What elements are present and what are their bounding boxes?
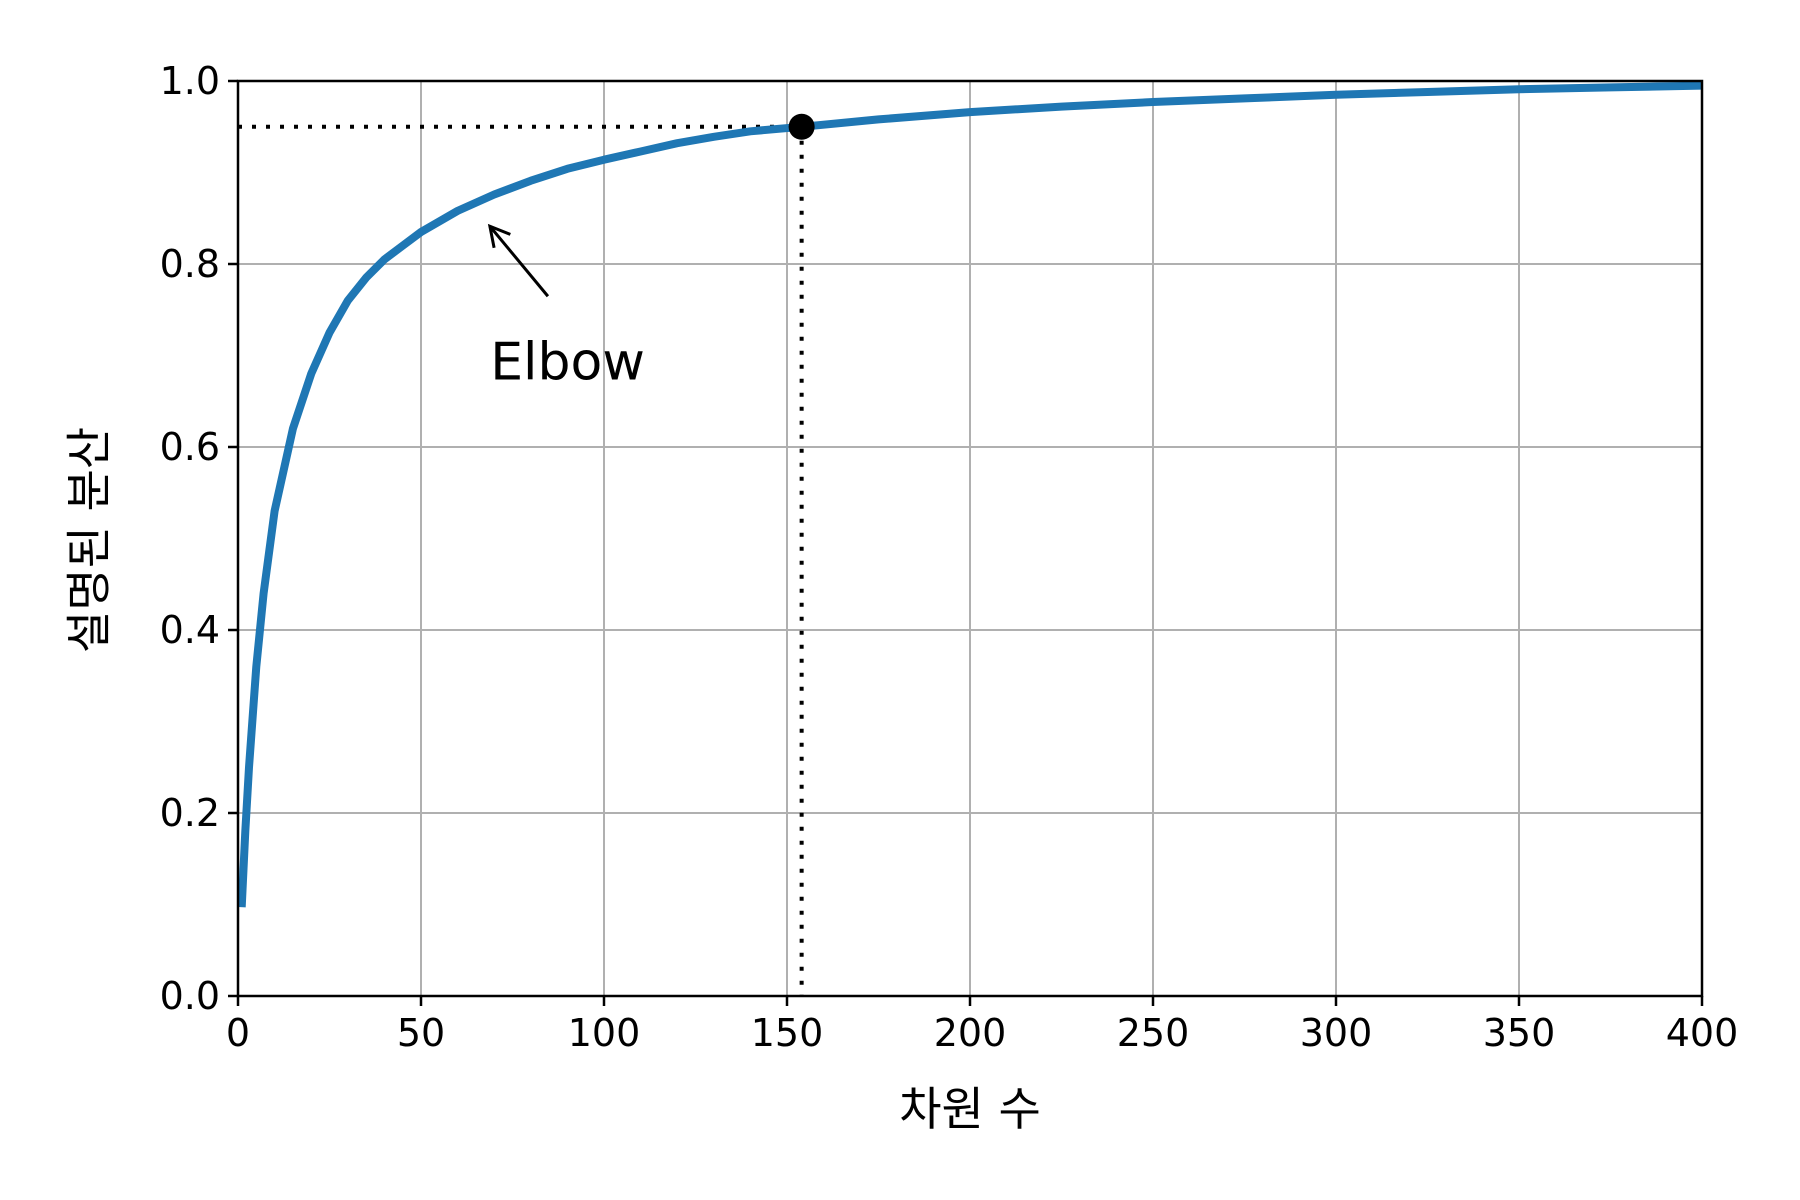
- series-line-0: [237, 81, 1703, 908]
- x-tick-label: 50: [397, 1011, 445, 1055]
- y-tick-label: 0.4: [160, 608, 220, 652]
- annotation: Elbow: [487, 223, 645, 393]
- y-tick-label: 0.2: [160, 791, 220, 835]
- x-tick-label: 0: [226, 1011, 250, 1055]
- series-layer: [237, 81, 1703, 908]
- y-tick-label: 1.0: [160, 59, 220, 103]
- tick-labels: 0 50 100 150 200 250 300 350 400 0.0 0.2 0.4 0.6 0.8 1…: [160, 59, 1739, 1055]
- x-tick-label: 300: [1300, 1011, 1373, 1055]
- x-axis-label: 차원 수: [899, 1082, 1041, 1136]
- x-tick-label: 350: [1483, 1011, 1556, 1055]
- grid-lines: [237, 80, 1703, 997]
- x-tick-label: 200: [934, 1011, 1007, 1055]
- reference-lines: [238, 124, 804, 996]
- x-tick-label: 400: [1666, 1011, 1739, 1055]
- x-tick-label: 250: [1117, 1011, 1190, 1055]
- x-tick-label: 100: [568, 1011, 641, 1055]
- reference-point: [788, 113, 815, 140]
- annotation-text: Elbow: [490, 333, 645, 393]
- y-tick-label: 0.0: [160, 974, 220, 1018]
- y-tick-label: 0.8: [160, 242, 220, 286]
- y-axis-label: 설명된 분산: [62, 427, 116, 653]
- annotation-arrow-head: [487, 223, 511, 249]
- y-tick-label: 0.6: [160, 425, 220, 469]
- tick-marks: [228, 79, 1704, 1006]
- x-tick-label: 150: [751, 1011, 824, 1055]
- annotation-arrow-shaft: [488, 225, 550, 298]
